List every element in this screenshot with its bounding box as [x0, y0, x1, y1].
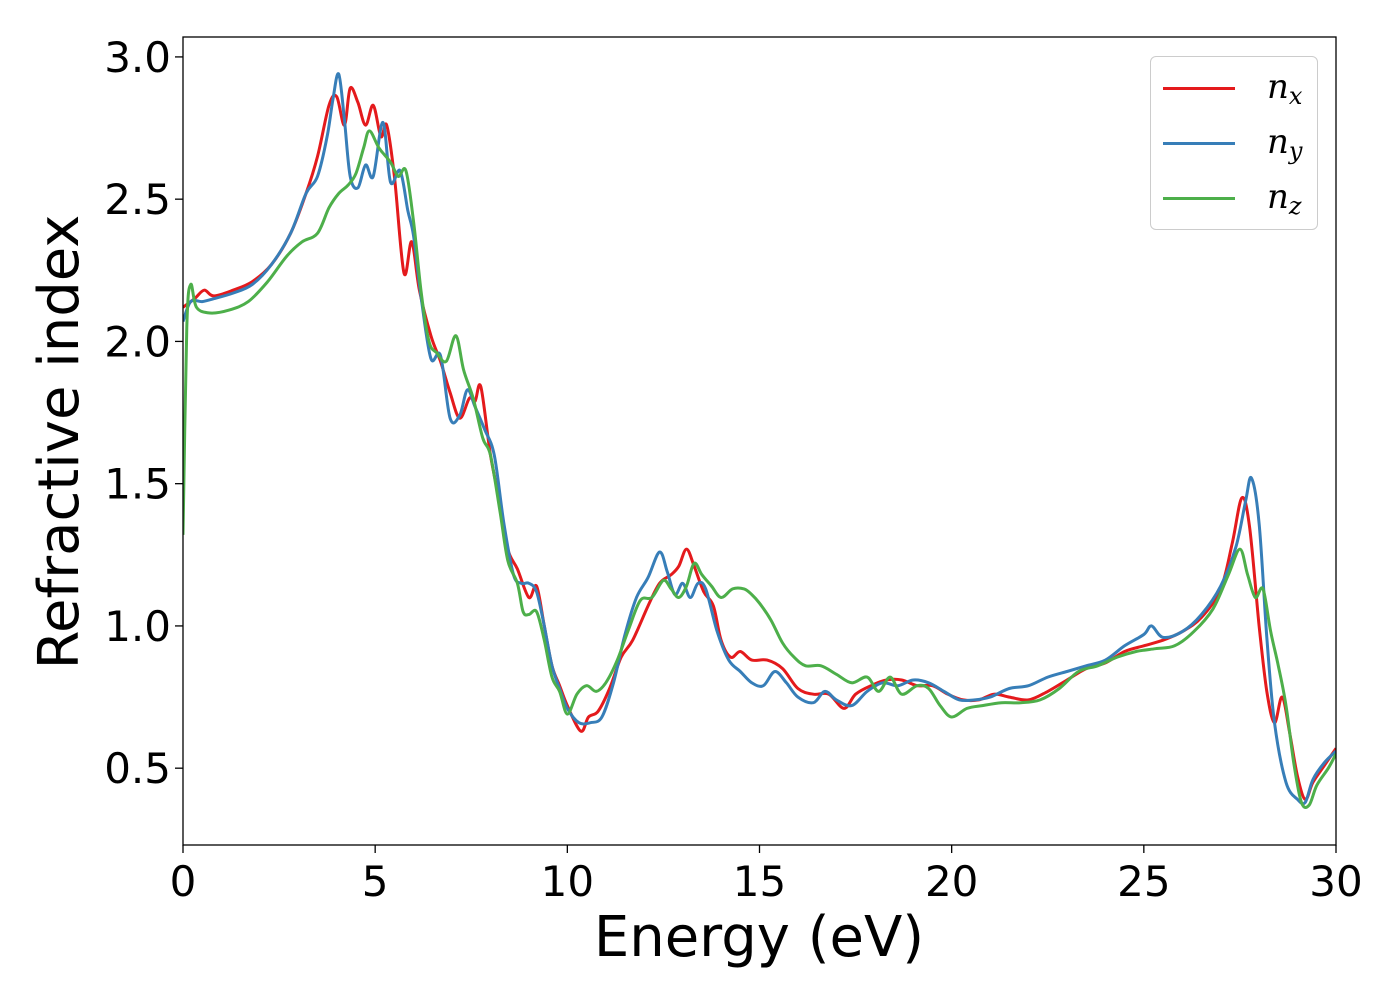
legend-entry-nz: nz — [1163, 177, 1313, 220]
series-line-nz — [183, 129, 1336, 809]
legend-label-ny-sub: y — [1288, 137, 1303, 165]
series-line-nx — [183, 85, 1336, 801]
x-tick-label: 15 — [733, 857, 786, 906]
legend-label-nx-main: n — [1267, 67, 1289, 107]
y-tick-label: 2.0 — [104, 317, 171, 366]
series-layer — [183, 72, 1336, 809]
legend-swatch-nz — [1163, 197, 1235, 200]
legend-label-nz: nz — [1267, 177, 1302, 220]
x-tick-label: 0 — [170, 857, 197, 906]
x-tick-label: 5 — [362, 857, 389, 906]
legend-entry-ny: ny — [1163, 122, 1313, 165]
legend-label-nz-sub: z — [1288, 192, 1302, 220]
y-axis-label: Refractive index — [27, 215, 92, 670]
legend-label-nx: nx — [1267, 67, 1302, 110]
legend-label-ny-main: n — [1267, 122, 1289, 162]
x-tick-label: 20 — [925, 857, 978, 906]
legend: nx ny nz — [1150, 56, 1318, 230]
legend-label-nz-main: n — [1267, 177, 1289, 217]
x-tick-label: 30 — [1309, 857, 1362, 906]
x-tick-label: 25 — [1117, 857, 1170, 906]
legend-label-nx-sub: x — [1288, 82, 1303, 110]
legend-entry-nx: nx — [1163, 67, 1313, 110]
legend-swatch-nx — [1163, 87, 1235, 90]
y-tick-label: 1.5 — [104, 460, 171, 509]
y-tick-label: 2.5 — [104, 175, 171, 224]
legend-swatch-ny — [1163, 142, 1235, 145]
y-tick-label: 3.0 — [104, 33, 171, 82]
legend-label-ny: ny — [1267, 122, 1302, 165]
y-tick-label: 1.0 — [104, 602, 171, 651]
axes-layer: 0 5 10 15 20 25 30 0.5 1.0 1.5 2.0 2.5 3.0 — [104, 33, 1363, 906]
y-tick-label: 0.5 — [104, 744, 171, 793]
x-tick-label: 10 — [541, 857, 594, 906]
x-axis-label: Energy (eV) — [594, 905, 924, 970]
